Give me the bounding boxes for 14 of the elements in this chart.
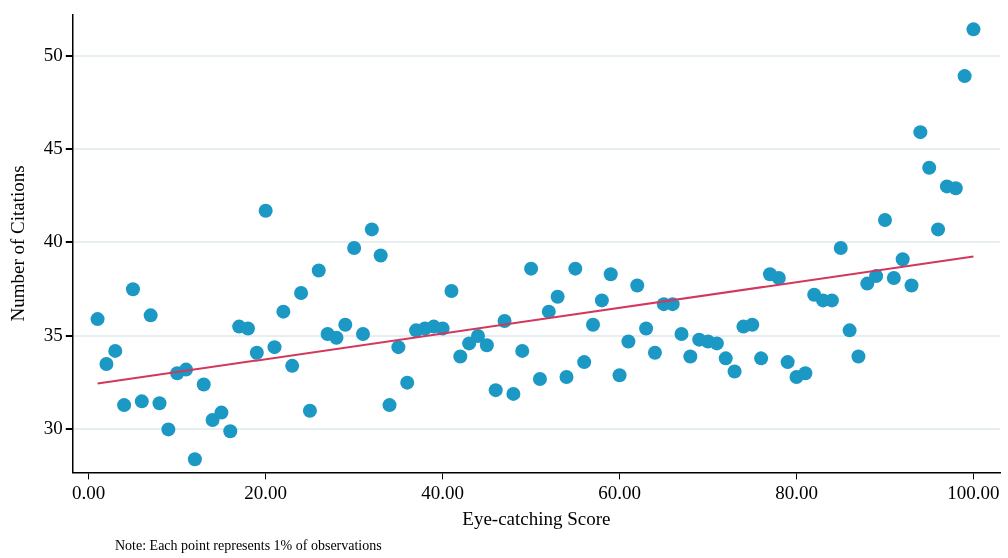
- y-tick-label: 40: [43, 230, 63, 252]
- x-tick-label: 100.00: [947, 481, 1000, 503]
- x-tick-label: 60.00: [598, 481, 641, 503]
- y-tick-label: 30: [43, 417, 63, 439]
- text: Note: Each point represents 1% of observations: [115, 538, 382, 554]
- x-tick-label: 80.00: [775, 481, 818, 503]
- x-tick-label: 20.00: [244, 481, 288, 503]
- x-tick-label: 40.00: [421, 481, 464, 503]
- y-tick-label: 35: [43, 323, 63, 345]
- y-tick-label: 50: [43, 43, 63, 65]
- y-axis-title: Number of Citations: [7, 165, 29, 322]
- y-tick-label: 45: [43, 136, 63, 158]
- x-tick-label: 0.00: [72, 481, 106, 503]
- x-axis-title: Eye-catching Score: [462, 507, 611, 529]
